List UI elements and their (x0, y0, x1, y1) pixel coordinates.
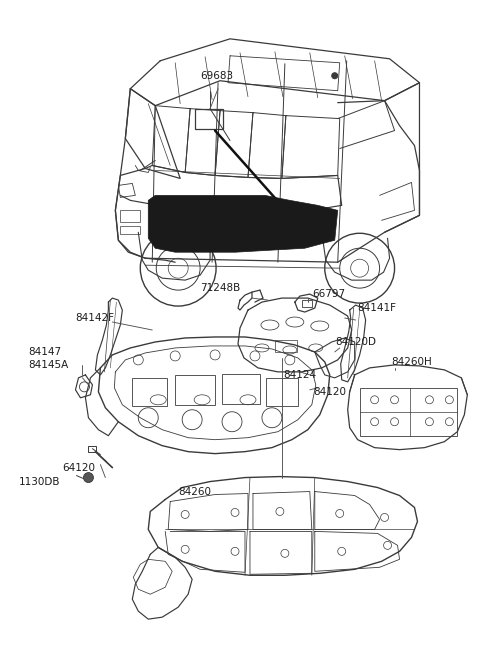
Bar (360, 388, 457, 436)
Circle shape (84, 472, 94, 483)
Text: 1130DB: 1130DB (19, 476, 60, 487)
Text: 84120: 84120 (313, 387, 346, 397)
Bar (195, 109, 223, 129)
Text: 84145A: 84145A (29, 360, 69, 370)
Text: 71248B: 71248B (200, 283, 240, 293)
Bar (266, 378, 298, 406)
Text: 84260: 84260 (178, 487, 211, 497)
Text: 69683: 69683 (200, 71, 233, 81)
Bar (120, 226, 140, 234)
Polygon shape (148, 195, 338, 252)
Bar (88, 445, 96, 451)
Text: 84147: 84147 (29, 347, 62, 357)
Text: 66797: 66797 (312, 289, 345, 299)
Circle shape (291, 215, 299, 222)
Bar (132, 378, 167, 406)
Circle shape (332, 73, 338, 79)
Text: 84142F: 84142F (75, 313, 114, 323)
Text: 64120: 64120 (62, 462, 96, 472)
Text: 84260H: 84260H (392, 357, 432, 367)
Bar (275, 340, 297, 352)
Text: 84141F: 84141F (358, 303, 396, 313)
Bar (120, 211, 140, 222)
Bar (302, 300, 312, 307)
Bar (175, 375, 215, 405)
Text: 84120D: 84120D (336, 337, 377, 347)
Text: 84124: 84124 (283, 370, 316, 380)
Bar (222, 374, 260, 404)
